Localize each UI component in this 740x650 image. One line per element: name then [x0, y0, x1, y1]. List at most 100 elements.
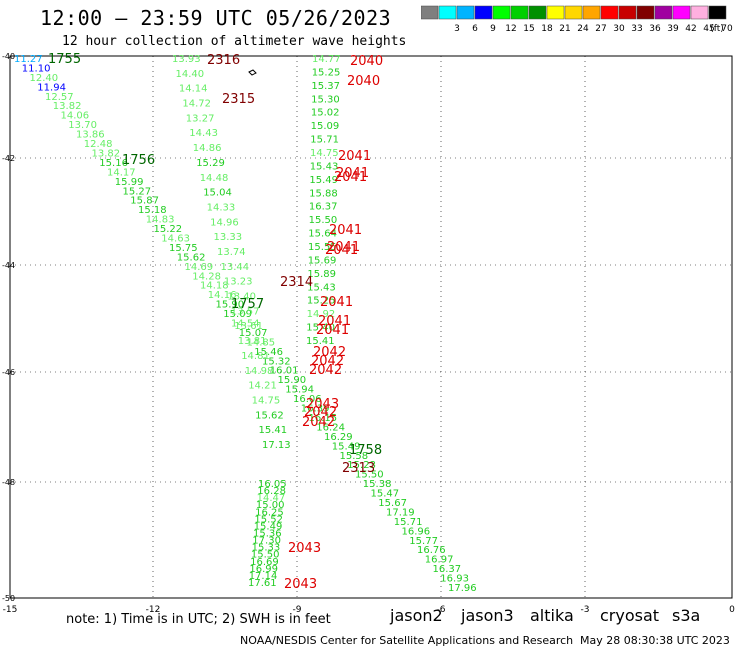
wave-height-value: 16.06	[293, 394, 322, 405]
wave-height-value: 17.14	[249, 571, 278, 582]
pass-time-label: 2041	[320, 295, 353, 310]
wave-height-value: 15.02	[311, 108, 340, 119]
pass-time-label: 2042	[304, 405, 337, 420]
wave-height-value: 13.93	[172, 54, 201, 65]
wave-height-value: 15.67	[378, 498, 407, 509]
wave-height-value: 15.75	[169, 243, 198, 254]
legend-label-14: 42	[685, 24, 696, 34]
pass-time-label: 2041	[316, 323, 349, 338]
wave-height-value: 13.57	[231, 306, 260, 317]
wave-height-value: 16.93	[440, 574, 469, 585]
legend-label-7: 21	[559, 24, 570, 34]
wave-height-value: 15.69	[308, 255, 337, 266]
wave-height-value: 16.76	[417, 545, 446, 556]
legend-label-2: 6	[472, 24, 478, 34]
legend-swatch-14	[672, 5, 691, 20]
wave-height-value: 15.32	[262, 356, 291, 367]
pass-time-label: 2042	[302, 415, 335, 430]
legend-swatch-2	[456, 5, 475, 20]
wave-height-value: 17.96	[448, 583, 477, 594]
wave-height-value: 15.87	[130, 196, 159, 207]
wave-height-value: 15.00	[256, 500, 285, 511]
wave-height-value: 13.70	[68, 120, 97, 131]
wave-height-value: 15.77	[409, 536, 438, 547]
wave-height-value: 15.37	[311, 81, 340, 92]
wave-height-value: 11.27	[14, 54, 43, 65]
wave-height-value: 17.19	[386, 507, 415, 518]
wave-height-value: 15.52	[254, 514, 283, 525]
pass-time-label: 1757	[231, 297, 264, 312]
legend-swatch-10	[600, 5, 619, 20]
wave-height-value: 15.09	[223, 309, 252, 320]
wave-height-value: 15.36	[253, 529, 282, 540]
map-frame	[9, 55, 733, 599]
wave-height-value: 16.96	[402, 526, 431, 537]
wave-height-value: 13.81	[238, 336, 267, 347]
wave-height-value: 15.71	[394, 517, 423, 528]
legend-swatch-8	[564, 5, 583, 20]
wave-height-value: 13.27	[186, 113, 215, 124]
wave-height-value: 16.25	[255, 507, 284, 518]
wave-height-value: 15.43	[310, 161, 339, 172]
wave-height-value: 16.39	[301, 404, 330, 415]
wave-height-value: 11.10	[22, 63, 51, 74]
wave-height-value: 14.83	[146, 215, 175, 226]
pass-time-label: 2042	[313, 345, 346, 360]
wave-height-value: 15.23	[347, 460, 376, 471]
wave-height-value: 14.86	[193, 143, 222, 154]
wave-height-value: 15.43	[307, 282, 336, 293]
wave-height-value: 15.50	[355, 470, 384, 481]
wave-height-value: 13.33	[214, 232, 243, 243]
wave-height-value: 14.96	[210, 217, 239, 228]
wave-height-value: 14.43	[189, 128, 218, 139]
wave-height-value: 15.88	[309, 188, 338, 199]
footer-timestamp: May 28 08:30:38 UTC 2023	[580, 634, 730, 647]
wave-height-value: 16.28	[257, 486, 286, 497]
wave-height-value: 15.41	[259, 425, 288, 436]
pass-time-label: 2040	[347, 74, 380, 89]
pass-time-label: 2040	[350, 54, 383, 69]
wave-height-value: 14.75	[310, 148, 339, 159]
pass-time-label: 2041	[325, 243, 358, 258]
lon-tick-label: -6	[437, 605, 446, 615]
altimeter-map: -15 -12 -9 -6 -3 0 -40 -42 -44 -46 -48 -50 11.2711.1…	[2, 52, 735, 615]
wave-height-value: 14.14	[179, 84, 208, 95]
pass-time-label: 2316	[207, 53, 240, 68]
wave-height-value: 14.33	[207, 203, 236, 214]
satellite-altika: altika	[530, 606, 574, 625]
wave-height-value: 15.89	[307, 269, 336, 280]
wave-height-value: 15.71	[310, 135, 339, 146]
wave-height-value: 13.82	[92, 149, 121, 160]
island-outline	[248, 69, 257, 76]
satellite-jason3: jason3	[461, 606, 514, 625]
wave-height-value: 13.74	[217, 247, 246, 258]
wave-height-value: 15.62	[255, 410, 284, 421]
map-title: 12:00 — 23:59 UTC 05/26/2023	[40, 6, 392, 30]
pass-time-label: 2043	[288, 541, 321, 556]
wave-height-value: 15.18	[138, 205, 167, 216]
wave-height-value: 15.55	[308, 242, 337, 253]
pass-time-label: 2042	[311, 354, 344, 369]
wave-height-value: 15.99	[115, 177, 144, 188]
pass-time-label: 2313	[342, 461, 375, 476]
wave-height-value: 15.94	[285, 385, 314, 396]
wave-height-value: 14.17	[107, 167, 136, 178]
wave-height-value: 15.49	[254, 521, 283, 532]
wave-height-value: 15.33	[252, 543, 281, 554]
wave-height-value: 14.63	[161, 234, 190, 245]
wave-height-value: 14.21	[248, 381, 277, 392]
legend-swatch-13	[654, 5, 673, 20]
wave-height-value: 14.47	[257, 493, 286, 504]
wave-height-value: 14.72	[182, 99, 211, 110]
wave-height-value: 14.54	[231, 319, 260, 330]
legend-swatch-0	[421, 5, 439, 20]
wave-height-value: 15.49	[332, 441, 361, 452]
wave-height-value: 14.48	[200, 173, 229, 184]
wave-height-legend: 3 6 9 12 15 18 21 24 27 30 33 36 39 42 45 70(ft)	[421, 5, 733, 34]
wave-height-value: 14.18	[200, 281, 229, 292]
legend-label-11: 33	[631, 24, 642, 34]
wave-height-value: 16.29	[324, 432, 353, 443]
wave-height-value: 17.61	[248, 578, 277, 589]
wave-height-value: 11.94	[37, 82, 66, 93]
satellite-jason2: jason2	[390, 606, 443, 625]
